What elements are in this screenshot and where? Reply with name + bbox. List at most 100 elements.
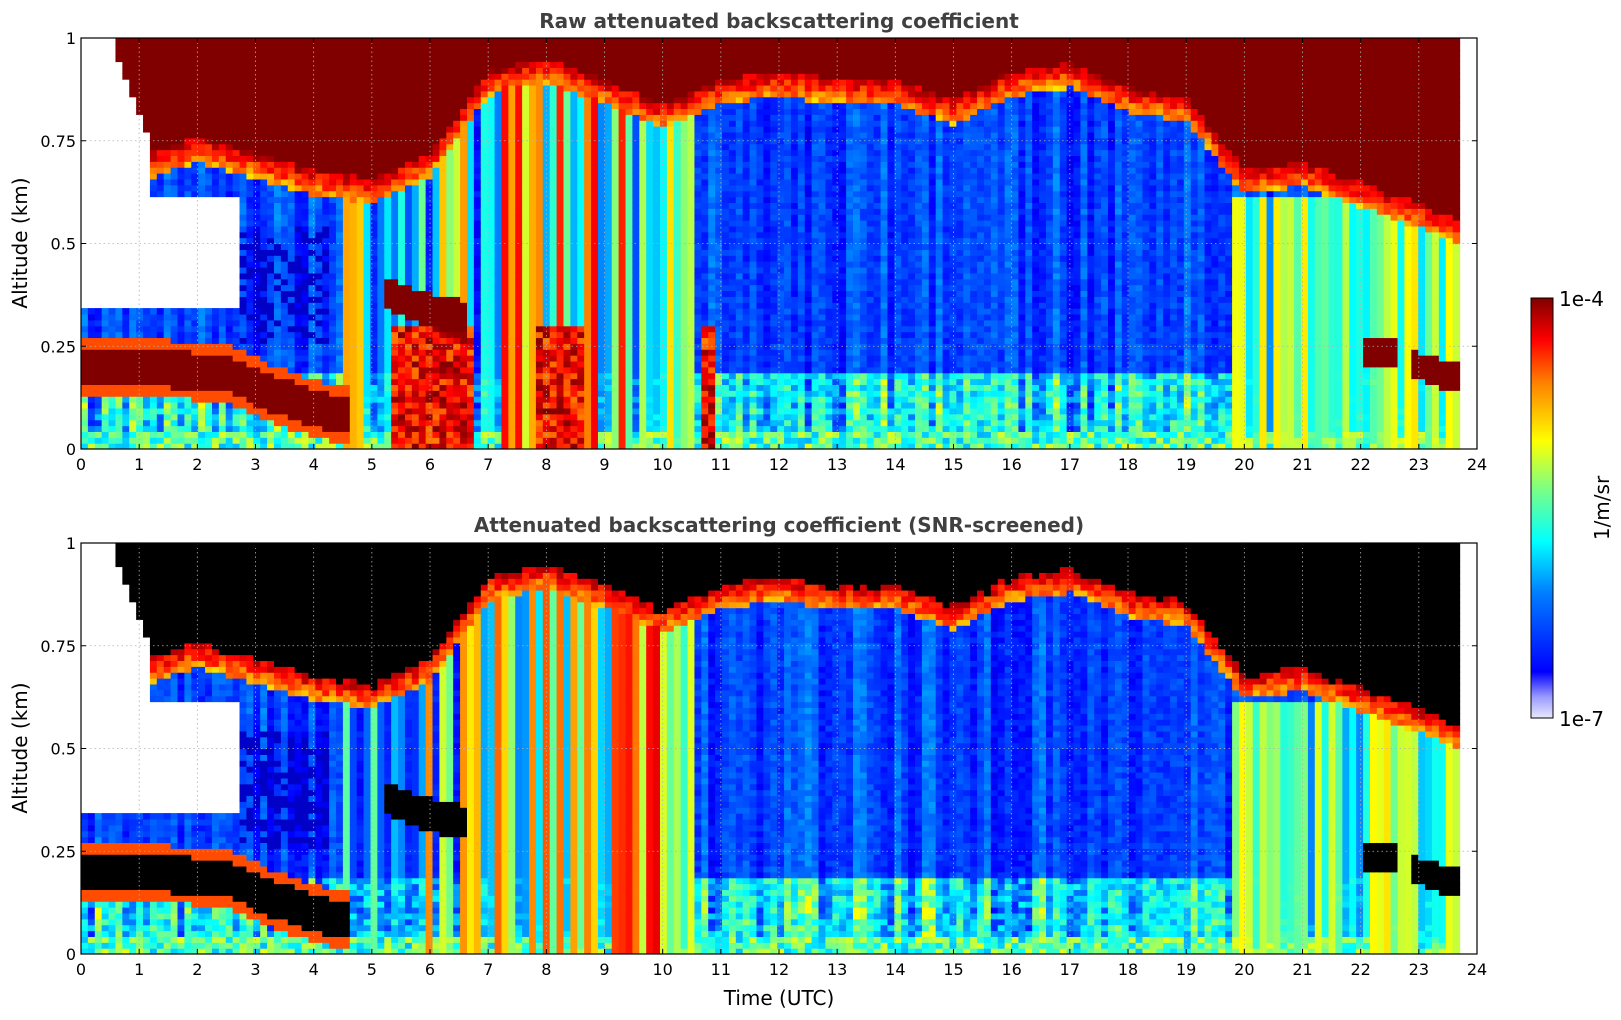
heatmap-cell	[604, 167, 613, 174]
heatmap-cell	[391, 296, 399, 303]
heatmap-cell	[549, 155, 558, 162]
heatmap-cell	[570, 196, 578, 203]
heatmap-cell	[315, 43, 323, 51]
heatmap-cell	[287, 61, 296, 68]
heatmap-cell	[453, 155, 461, 162]
heatmap-cell	[170, 425, 179, 432]
heatmap-cell	[618, 184, 627, 192]
heatmap-cell	[535, 366, 544, 374]
heatmap-cell	[425, 208, 434, 215]
heatmap-cell	[549, 266, 558, 274]
heatmap-cell	[143, 390, 151, 397]
heatmap-cell	[591, 266, 599, 274]
heatmap-cell	[563, 437, 571, 444]
heatmap-cell	[301, 214, 310, 221]
heatmap-cell	[522, 349, 530, 356]
heatmap-cell	[191, 90, 199, 98]
heatmap-cell	[253, 202, 261, 209]
heatmap-cell	[163, 308, 172, 315]
heatmap-cell	[411, 413, 420, 421]
heatmap-cell	[287, 402, 296, 409]
heatmap-cell	[439, 120, 447, 127]
heatmap-cell	[632, 284, 640, 292]
heatmap-cell	[501, 225, 509, 233]
heatmap-cell	[342, 413, 351, 421]
heatmap-cell	[260, 196, 268, 203]
heatmap-cell	[301, 255, 310, 262]
heatmap-cell	[315, 114, 323, 121]
heatmap-cell	[205, 355, 213, 362]
heatmap-cell	[363, 137, 372, 145]
heatmap-cell	[501, 437, 509, 444]
heatmap-cell	[473, 284, 482, 292]
heatmap-cell	[81, 331, 89, 339]
heatmap-cell	[597, 126, 606, 133]
heatmap-cell	[336, 237, 344, 245]
heatmap-cell	[342, 437, 351, 444]
heatmap-cell	[473, 161, 482, 168]
heatmap-cell	[439, 443, 447, 449]
heatmap-cell	[425, 38, 434, 45]
heatmap-cell	[294, 249, 303, 256]
heatmap-cell	[584, 67, 592, 74]
heatmap-cell	[260, 360, 268, 368]
heatmap-cell	[591, 49, 599, 57]
heatmap-cell	[418, 437, 427, 444]
heatmap-cell	[280, 284, 289, 292]
heatmap-cell	[246, 90, 254, 98]
heatmap-cell	[632, 184, 640, 192]
heatmap-cell	[439, 366, 447, 374]
heatmap-cell	[439, 43, 447, 51]
heatmap-cell	[184, 161, 192, 168]
heatmap-cell	[453, 237, 461, 245]
heatmap-cell	[432, 255, 441, 262]
heatmap-cell	[460, 161, 468, 168]
heatmap-cell	[177, 407, 185, 415]
heatmap-cell	[404, 349, 413, 356]
heatmap-cell	[494, 190, 503, 198]
heatmap-cell	[377, 349, 385, 356]
heatmap-cell	[301, 149, 310, 157]
heatmap-cell	[460, 167, 468, 174]
heatmap-cell	[625, 43, 634, 51]
heatmap-cell	[301, 67, 310, 74]
heatmap-cell	[439, 360, 447, 368]
heatmap-cell	[225, 325, 234, 333]
heatmap-cell	[604, 278, 613, 286]
heatmap-cell	[280, 225, 289, 233]
heatmap-cell	[377, 155, 385, 162]
heatmap-cell	[473, 407, 482, 415]
heatmap-cell	[232, 131, 241, 139]
heatmap-cell	[315, 396, 323, 403]
heatmap-cell	[301, 272, 310, 280]
heatmap-cell	[184, 366, 192, 374]
heatmap-cell	[205, 325, 213, 333]
heatmap-cell	[232, 402, 241, 409]
heatmap-cell	[411, 437, 420, 444]
heatmap-cell	[549, 231, 558, 239]
heatmap-cell	[329, 143, 337, 151]
heatmap-cell	[563, 84, 571, 92]
heatmap-cell	[184, 131, 192, 139]
heatmap-cell	[529, 366, 537, 374]
heatmap-cell	[535, 114, 544, 121]
heatmap-cell	[336, 407, 344, 415]
heatmap-cell	[418, 443, 427, 449]
heatmap-cell	[336, 220, 344, 227]
heatmap-cell	[494, 38, 503, 45]
heatmap-cell	[501, 173, 509, 180]
heatmap-cell	[156, 396, 165, 403]
heatmap-cell	[522, 155, 530, 162]
heatmap-cell	[274, 90, 282, 98]
heatmap-cell	[294, 243, 303, 250]
heatmap-cell	[253, 184, 261, 192]
heatmap-cell	[170, 319, 179, 327]
heatmap-cell	[466, 131, 475, 139]
heatmap-cell	[301, 355, 310, 362]
heatmap-cell	[205, 419, 213, 427]
heatmap-cell	[522, 102, 530, 110]
heatmap-cell	[453, 84, 461, 92]
heatmap-cell	[480, 55, 489, 63]
heatmap-cell	[411, 67, 420, 74]
heatmap-cell	[577, 372, 585, 380]
